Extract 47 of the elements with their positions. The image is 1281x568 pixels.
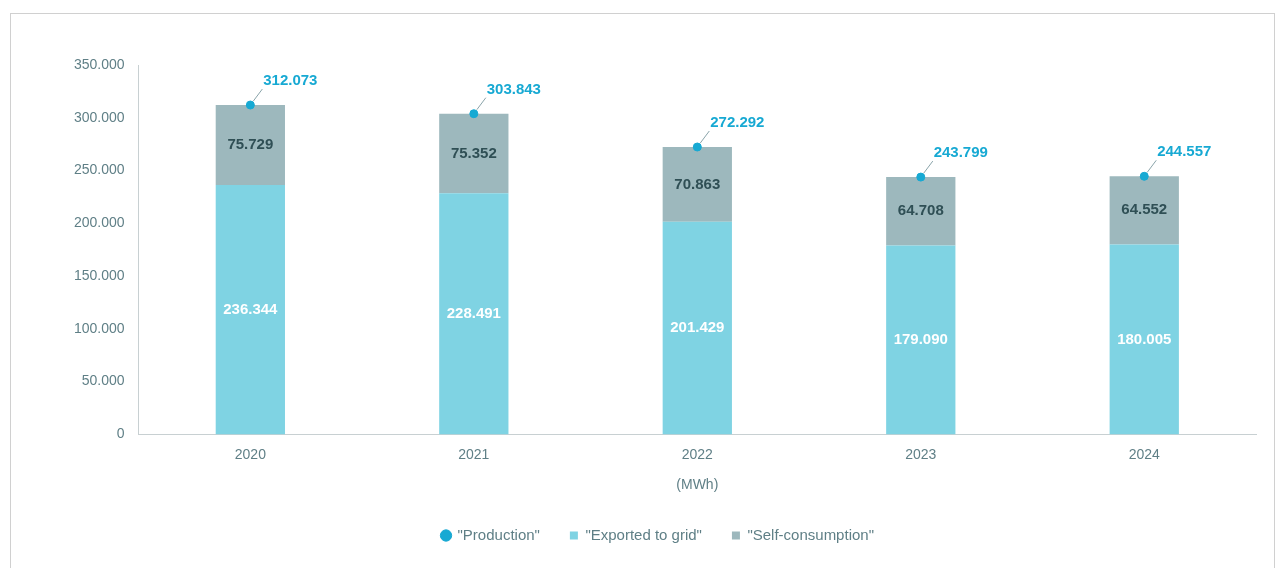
bar [439, 193, 509, 435]
data-label: 272.292 [710, 113, 765, 131]
data-label: 201.429 [670, 318, 725, 336]
x-tick-label: 2022 [681, 445, 714, 462]
x-tick-label: 2024 [1128, 445, 1161, 462]
point [469, 109, 479, 119]
y-tick-label: 200.000 [74, 214, 125, 231]
y-tick-label: 300.000 [74, 108, 125, 125]
bar [662, 221, 732, 435]
data-label: 75.729 [227, 135, 274, 153]
bar [1109, 244, 1179, 435]
data-label: 70.863 [674, 174, 721, 192]
data-label: 64.552 [1121, 200, 1168, 218]
data-label: 236.344 [223, 299, 279, 317]
x-axis-title: (MWh) [676, 476, 719, 493]
point [245, 100, 255, 110]
legend-label: "Self-consumption" [747, 525, 874, 543]
data-label: 243.799 [933, 143, 988, 161]
point [1139, 171, 1149, 181]
bar [215, 184, 285, 435]
x-tick-label: 2021 [458, 445, 490, 462]
y-tick-label: 250.000 [74, 161, 125, 178]
bar [439, 113, 509, 194]
bar [662, 147, 732, 222]
bar [215, 105, 285, 185]
data-label: 228.491 [446, 303, 501, 321]
x-tick-label: 2023 [905, 445, 937, 462]
bar [886, 245, 956, 435]
data-label: 180.005 [1117, 329, 1172, 347]
data-label: 244.557 [1157, 142, 1212, 160]
x-tick-label: 2020 [234, 445, 267, 462]
data-label: 312.073 [263, 71, 318, 89]
data-label: 75.352 [450, 143, 497, 161]
y-tick-label: 50.000 [81, 372, 125, 389]
bar [1109, 176, 1179, 245]
y-tick-label: 150.000 [74, 266, 125, 283]
point [692, 142, 702, 152]
data-label: 179.090 [893, 330, 948, 348]
y-tick-label: 100.000 [74, 319, 125, 336]
bar [886, 177, 956, 246]
data-label: 303.843 [486, 79, 541, 97]
data-label: 64.708 [897, 201, 944, 219]
point [916, 172, 926, 182]
legend-label: "Exported to grid" [585, 525, 702, 543]
legend-label: "Production" [457, 525, 540, 543]
y-tick-label: 0 [116, 425, 125, 442]
y-tick-label: 350.000 [74, 55, 125, 72]
